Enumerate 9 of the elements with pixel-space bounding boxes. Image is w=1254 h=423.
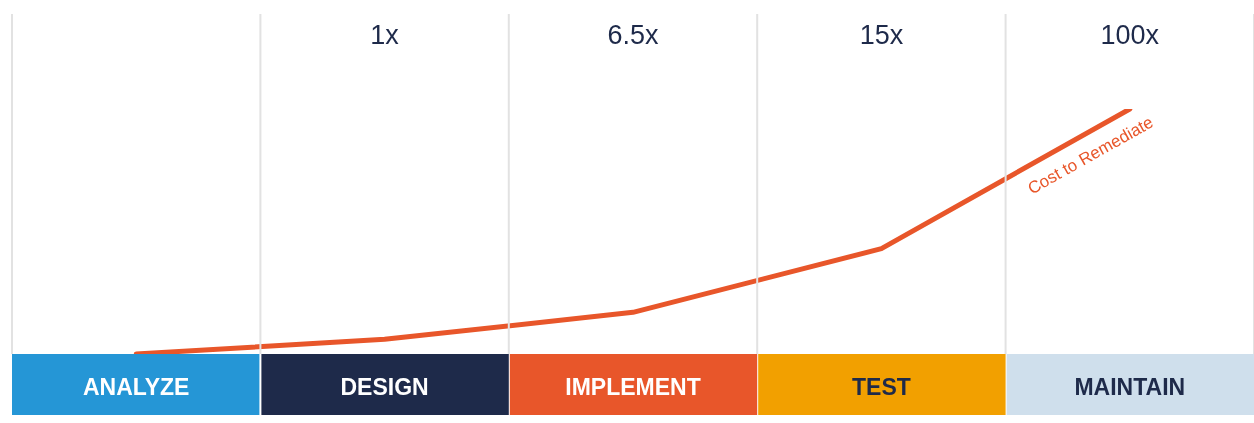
text: 100x — [1100, 20, 1160, 51]
x-tick-label: DESIGN — [340, 373, 429, 400]
x-tick-label: MAINTAIN — [1074, 373, 1186, 400]
x-tick-label: TEST — [852, 373, 911, 400]
text: 15x — [859, 20, 904, 51]
x-tick-label: IMPLEMENT — [565, 373, 701, 400]
text: 1x — [370, 20, 400, 51]
x-tick-label: ANALYZE — [82, 373, 190, 400]
text: 6.5x — [607, 20, 660, 51]
